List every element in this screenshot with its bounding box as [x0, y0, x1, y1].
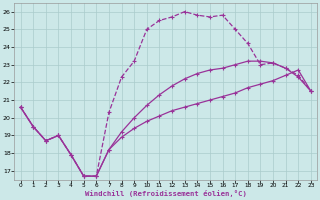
X-axis label: Windchill (Refroidissement éolien,°C): Windchill (Refroidissement éolien,°C)	[85, 190, 247, 197]
